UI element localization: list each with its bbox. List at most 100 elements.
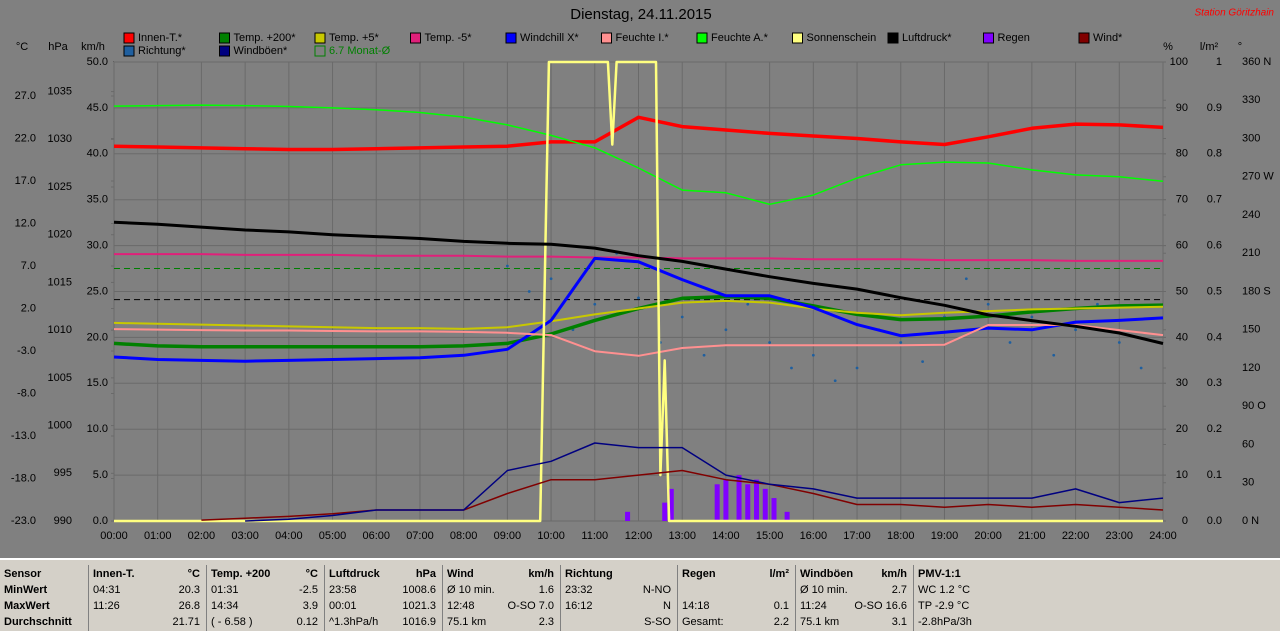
y-tick-label: 0.3: [1207, 377, 1222, 389]
table-row: 01:31 -2.5: [211, 583, 318, 598]
table-row: 23:32 N-NO: [565, 583, 671, 598]
x-tick-label: 14:00: [712, 530, 740, 542]
table-column: Luftdruck hPa 23:58 1008.6 00:01 1021.3 ^1.3hP…: [324, 565, 442, 631]
legend-swatch: [887, 32, 899, 44]
cell-text: 75.1 km: [447, 616, 487, 628]
cell-text: 14:18: [682, 600, 710, 612]
cell-text: 11:26: [93, 600, 120, 612]
y-tick-label: 50.0: [87, 56, 108, 68]
cell-text: 04:31: [93, 584, 121, 596]
x-tick-label: 07:00: [406, 530, 434, 542]
table-row: ^1.3hPa/h 1016.9: [329, 615, 436, 630]
x-tick-label: 16:00: [800, 530, 828, 542]
legend-label: Luftdruck*: [902, 32, 952, 44]
y-tick-label: 0: [1182, 515, 1188, 527]
y-tick-label: 40: [1176, 331, 1188, 343]
y-tick-label: 22.0: [15, 132, 36, 144]
x-tick-label: 19:00: [931, 530, 959, 542]
legend-label: Temp. +5*: [329, 32, 380, 44]
y-tick-label: 50: [1176, 285, 1188, 297]
legend-label: Richtung*: [138, 45, 186, 57]
cell-text: 3.1: [891, 616, 907, 628]
y-tick-label: -8.0: [17, 387, 36, 399]
table-row: Richtung: [565, 567, 671, 582]
y-tick-label: 0.5: [1207, 285, 1222, 297]
table-row: Sensor: [4, 567, 82, 582]
cell-text: l/m²: [769, 568, 789, 580]
x-tick-label: 00:00: [100, 530, 128, 542]
table-row: Windböen km/h: [800, 567, 907, 582]
cell-text: Ø 10 min.: [447, 584, 495, 596]
y-tick-label: 27.0: [15, 90, 36, 102]
y-tick-label: 45.0: [87, 102, 108, 114]
scatter-point: [899, 341, 903, 344]
axis-unit-label: °: [1238, 41, 1242, 53]
y-tick-label: -18.0: [11, 472, 36, 484]
scatter-point: [680, 315, 684, 319]
y-tick-label: 1: [1216, 56, 1222, 68]
cell-text: 12:48: [447, 600, 475, 612]
scatter-point: [986, 302, 990, 306]
y-tick-label: -3.0: [17, 345, 36, 357]
y-tick-label: 40.0: [87, 148, 108, 160]
y-tick-label: 60: [1176, 240, 1188, 252]
cell-text: ^1.3hPa/h: [329, 616, 379, 628]
table-row: Ø 10 min. 2.7: [800, 583, 907, 598]
table-row: Innen-T. °C: [93, 567, 200, 582]
table-row: 11:24 O-SO 16.6: [800, 599, 907, 614]
x-tick-label: 10:00: [537, 530, 565, 542]
y-tick-label: 210: [1242, 247, 1260, 259]
legend-swatch: [983, 32, 994, 44]
x-tick-label: 12:00: [625, 530, 653, 542]
y-tick-label: 80: [1176, 148, 1188, 160]
cell-text: 23:58: [329, 584, 357, 596]
x-tick-label: 13:00: [668, 530, 696, 542]
cell-text: N-NO: [642, 584, 671, 596]
legend-swatch: [123, 45, 135, 57]
table-row: 11:26 26.8: [93, 599, 200, 614]
axis-unit-label: °C: [16, 41, 28, 53]
table-column: Wind km/h Ø 10 min. 1.6 12:48 O-SO 7.0 75.1 km…: [442, 565, 560, 631]
series-line: [114, 60, 1163, 523]
cell-text: O-SO 16.6: [854, 600, 907, 612]
table-row: ( - 6.58 ) 0.12: [211, 615, 318, 630]
cell-text: 26.8: [178, 600, 200, 612]
table-row: -2.8hPa/3h: [918, 615, 1027, 630]
scatter-point: [549, 277, 553, 281]
y-tick-label: 1015: [48, 276, 72, 288]
axis-unit-label: km/h: [81, 41, 105, 53]
table-row: 21.71: [93, 615, 200, 630]
y-tick-label: 300: [1242, 132, 1260, 144]
station-name: Station Göritzhain: [1195, 8, 1275, 19]
x-tick-label: 24:00: [1149, 530, 1177, 542]
table-column: Innen-T. °C 04:31 20.3 11:26 26.8 21.71: [88, 565, 206, 631]
cell-text: ( - 6.58 ): [211, 616, 253, 628]
scatter-point: [746, 302, 750, 306]
cell-text: PMV-1:1: [918, 568, 961, 580]
cell-text: O-SO 7.0: [507, 600, 554, 612]
rain-bar: [668, 488, 674, 521]
y-tick-label: 360 N: [1242, 56, 1271, 68]
y-tick-label: 60: [1242, 438, 1254, 450]
y-tick-label: 0.9: [1207, 102, 1222, 114]
y-tick-label: 270 W: [1242, 171, 1274, 183]
scatter-point: [855, 366, 859, 370]
cell-text: 0.1: [773, 600, 789, 612]
y-tick-label: 90: [1176, 102, 1188, 114]
series-line: [245, 442, 1164, 522]
table-row: Regen l/m²: [682, 567, 789, 582]
legend-label: Sonnenschein: [807, 32, 877, 44]
table-row: WC 1.2 °C: [918, 583, 1027, 598]
y-tick-label: 1035: [48, 85, 72, 97]
scatter-point: [527, 290, 531, 293]
table-row: 75.1 km 3.1: [800, 615, 907, 630]
table-row: Durchschnitt: [4, 615, 82, 630]
series-line: [113, 104, 1164, 206]
scatter-point: [724, 328, 728, 332]
series-line: [113, 299, 1164, 330]
cell-text: -2.8hPa/3h: [918, 616, 972, 628]
table-row: 14:18 0.1: [682, 599, 789, 614]
rain-bar: [662, 502, 668, 521]
y-tick-label: 17.0: [15, 175, 36, 187]
y-tick-label: 0.0: [1207, 515, 1222, 527]
